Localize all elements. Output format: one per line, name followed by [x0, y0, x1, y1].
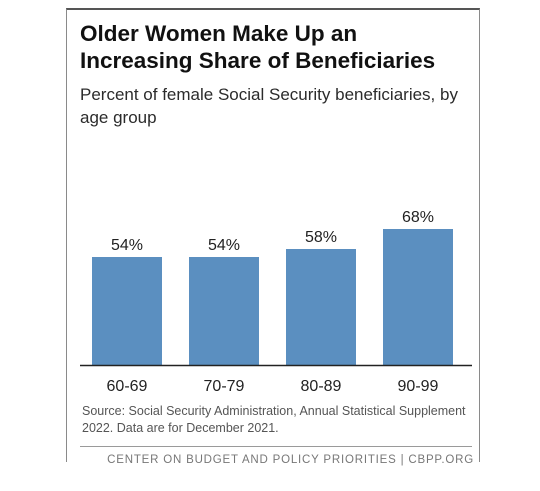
- chart-frame: [66, 8, 480, 462]
- value-label-60-69: 54%: [111, 237, 143, 254]
- footer-credit: CENTER ON BUDGET AND POLICY PRIORITIES |…: [107, 454, 474, 466]
- value-label-70-79: 54%: [208, 237, 240, 254]
- category-label-70-79: 70-79: [204, 378, 245, 395]
- category-label-80-89: 80-89: [301, 378, 342, 395]
- category-label-60-69: 60-69: [107, 378, 148, 395]
- chart-subtitle: Percent of female Social Security benefi…: [80, 85, 458, 127]
- bar-70-79: [189, 257, 259, 365]
- bar-80-89: [286, 249, 356, 365]
- chart-title: Older Women Make Up an Increasing Share …: [80, 21, 436, 73]
- footer-divider: [80, 446, 472, 447]
- bar-chart: 54% 60-69 54% 70-79 58% 80-89 68% 90-99: [80, 209, 472, 395]
- category-label-90-99: 90-99: [398, 378, 439, 395]
- value-label-90-99: 68%: [402, 209, 434, 226]
- bar-60-69: [92, 257, 162, 365]
- bar-90-99: [383, 229, 453, 365]
- value-label-80-89: 58%: [305, 229, 337, 246]
- source-note: Source: Social Security Administration, …: [82, 404, 466, 435]
